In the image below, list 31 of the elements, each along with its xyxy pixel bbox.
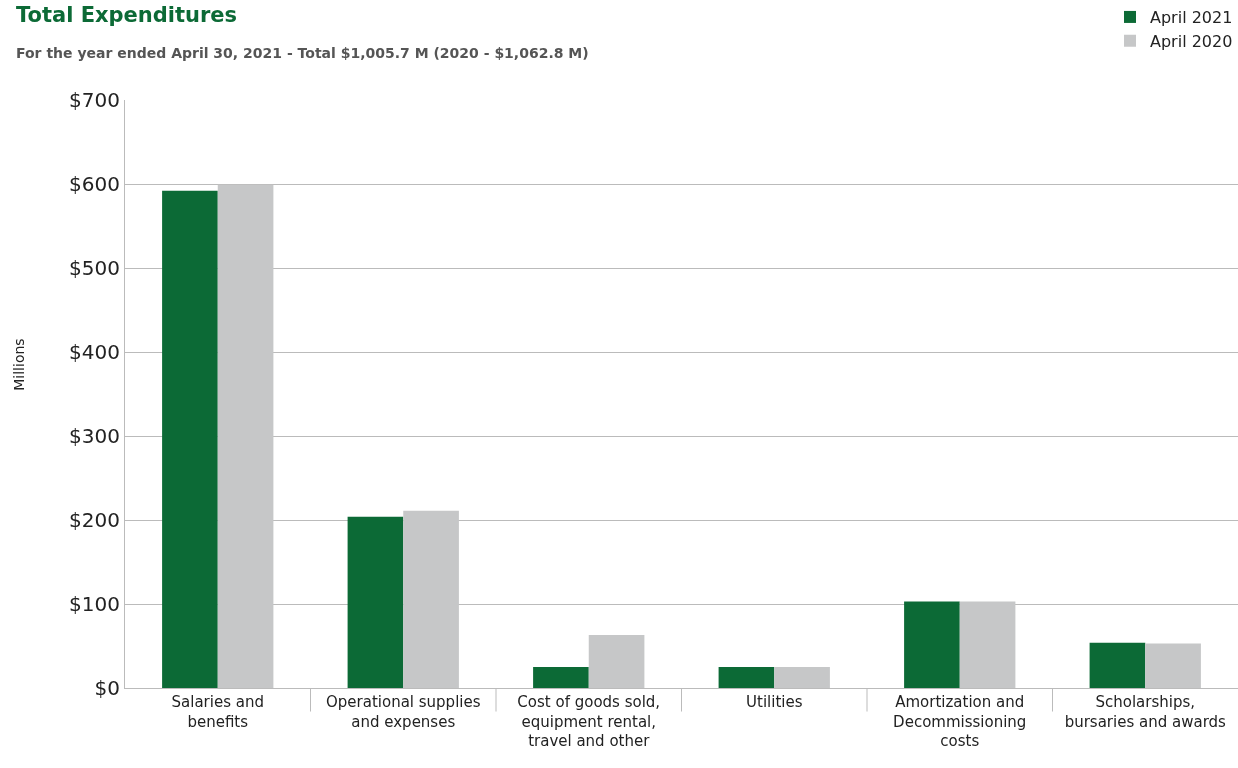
bar xyxy=(1089,642,1146,688)
x-tick-label: Operational supplies and expenses xyxy=(325,693,481,731)
bar xyxy=(533,667,589,688)
y-tick-label: $300 xyxy=(69,424,120,448)
bar xyxy=(959,601,1016,688)
x-tick-label: Utilities xyxy=(746,693,803,711)
bar xyxy=(904,601,960,688)
y-tick-label: $500 xyxy=(69,256,120,280)
y-tick-label: $100 xyxy=(69,592,120,616)
y-axis-title: Millions xyxy=(10,338,27,391)
x-tick-label: Scholarships, bursaries and awards xyxy=(1064,693,1227,731)
y-tick-label: $700 xyxy=(69,88,120,112)
chart-title: Total Expenditures xyxy=(16,3,238,27)
y-tick-label: $0 xyxy=(94,676,120,700)
y-tick-label: $200 xyxy=(69,508,120,532)
legend-label: April 2020 xyxy=(1150,31,1233,51)
bar xyxy=(162,190,218,688)
bar xyxy=(718,667,775,688)
x-tick-label: Amortization and Decommissioning costs xyxy=(893,693,1027,750)
chart-subtitle: For the year ended April 30, 2021 - Total $1,005.7 M (2020 - $1,062.8 M) xyxy=(16,45,589,61)
y-tick-label: $400 xyxy=(69,340,120,364)
x-tick-label: Salaries and benefits xyxy=(171,693,264,731)
y-tick-label: $600 xyxy=(69,172,120,196)
bar xyxy=(403,510,459,688)
bar xyxy=(1145,643,1201,688)
legend-label: April 2021 xyxy=(1150,8,1233,28)
bar xyxy=(588,635,645,688)
bar xyxy=(347,516,404,688)
bar xyxy=(774,667,830,688)
x-tick-label: Cost of goods sold, equipment rental, travel and other xyxy=(517,693,661,750)
bar xyxy=(217,184,274,688)
